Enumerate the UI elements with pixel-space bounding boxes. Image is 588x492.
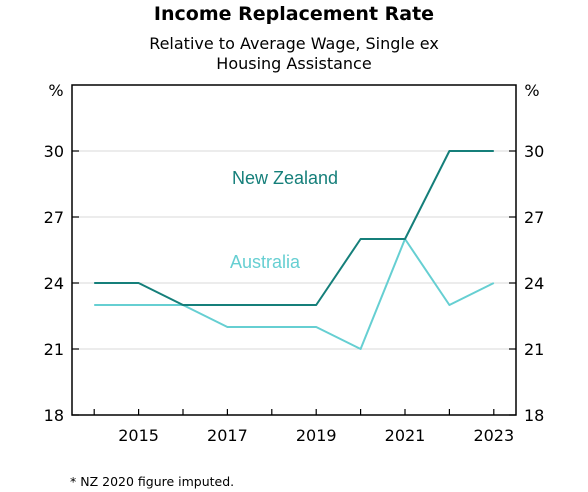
series-line-new-zealand	[94, 150, 494, 306]
left-axis-unit: %	[48, 81, 63, 100]
chart-subtitle-line-1: Relative to Average Wage, Single ex	[149, 34, 439, 53]
y-tick-label-left: 21	[44, 340, 64, 359]
right-axis-unit: %	[524, 81, 539, 100]
y-tick-label-left: 18	[44, 406, 64, 425]
chart-title: Income Replacement Rate	[154, 3, 434, 25]
x-axis-ticks: 2015 2017 2019 2021 2023	[93, 409, 514, 445]
gridlines	[72, 150, 516, 350]
x-tick-label: 2015	[118, 426, 159, 445]
y-tick-label-right: 27	[524, 208, 544, 227]
y-tick-label-right: 18	[524, 406, 544, 425]
y-tick-label-right: 30	[524, 142, 544, 161]
series-label-australia: Australia	[230, 252, 301, 272]
x-tick-label: 2017	[207, 426, 248, 445]
footnote: * NZ 2020 figure imputed.	[70, 474, 234, 489]
x-tick-label: 2021	[385, 426, 426, 445]
series-line-australia	[94, 238, 495, 350]
y-tick-label-left: 24	[44, 274, 64, 293]
chart-subtitle-line-2: Housing Assistance	[216, 54, 371, 73]
y-tick-label-left: 30	[44, 142, 64, 161]
series-lines	[94, 150, 495, 350]
y-tick-label-left: 27	[44, 208, 64, 227]
y-axis-ticks: 18 18 21 21 24 24 27 27 30 30	[44, 142, 545, 425]
x-tick-label: 2019	[296, 426, 337, 445]
y-tick-label-right: 24	[524, 274, 544, 293]
y-tick-label-right: 21	[524, 340, 544, 359]
x-tick-label: 2023	[473, 426, 514, 445]
plot-frame	[71, 84, 517, 416]
series-label-new-zealand: New Zealand	[232, 168, 338, 188]
